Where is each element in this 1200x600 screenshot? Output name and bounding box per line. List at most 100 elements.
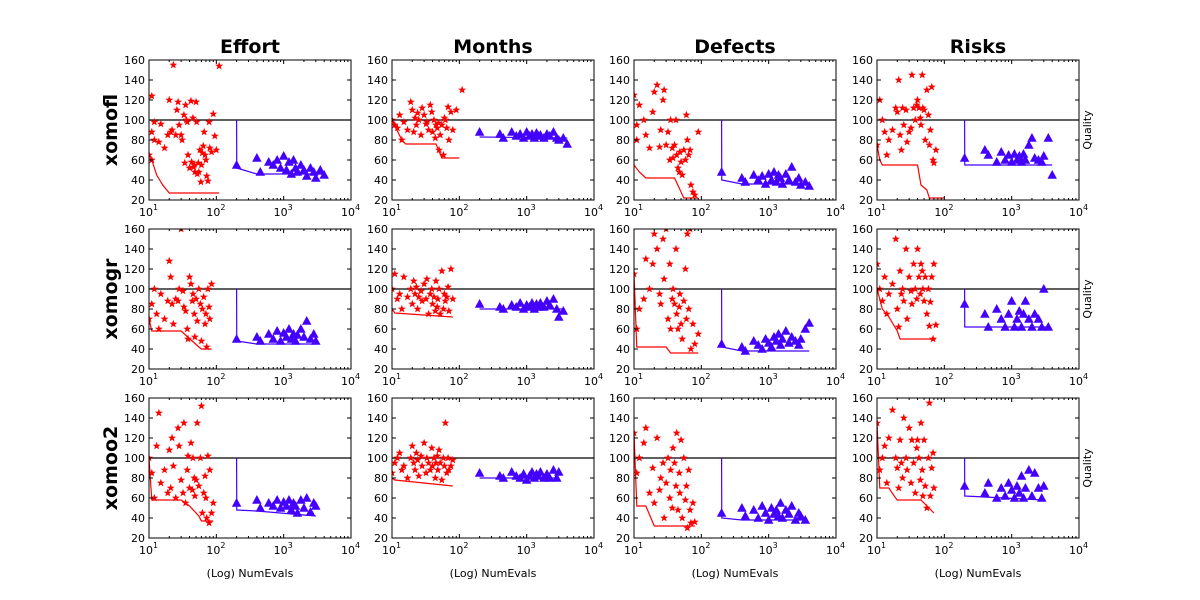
red-star-point <box>655 485 664 494</box>
x-tick-label: 10 <box>449 544 463 557</box>
red-star-point <box>433 302 442 311</box>
red-star-point <box>894 322 903 331</box>
x-tick-label: 10 <box>691 206 705 219</box>
red-star-point <box>931 320 940 329</box>
red-star-point <box>185 272 194 281</box>
blue-triangle-point <box>777 179 788 188</box>
x-tick-label: 10 <box>449 206 463 219</box>
x-tick-label: 10 <box>1002 544 1016 557</box>
red-star-point <box>922 503 931 512</box>
red-star-point <box>929 483 938 492</box>
blue-triangle-point <box>1016 322 1027 331</box>
blue-min-line <box>720 457 806 521</box>
y-tick-label: 20 <box>859 532 873 545</box>
red-star-point <box>403 473 412 482</box>
y-tick-label: 160 <box>367 54 388 67</box>
y-tick-label: 40 <box>131 343 145 356</box>
blue-triangle-point <box>231 334 242 343</box>
y-tick-label: 100 <box>609 283 630 296</box>
blue-triangle-point <box>1018 493 1029 502</box>
red-star-point <box>888 405 897 414</box>
red-star-point <box>205 302 214 311</box>
red-star-point <box>201 155 210 164</box>
red-star-point <box>641 423 650 432</box>
red-star-point <box>179 418 188 427</box>
blue-triangle-point <box>263 329 274 338</box>
red-star-point <box>653 244 662 253</box>
y-tick-label: 20 <box>859 194 873 207</box>
blue-triangle-point <box>284 324 294 333</box>
blue-triangle-point <box>1039 284 1049 293</box>
y-tick-label: 60 <box>616 323 630 336</box>
blue-triangle-point <box>748 336 759 345</box>
red-star-point <box>446 264 455 273</box>
red-star-point <box>678 170 687 179</box>
red-star-point <box>648 107 657 116</box>
blue-triangle-point <box>301 171 312 180</box>
red-star-point <box>166 272 175 281</box>
blue-triangle-point <box>268 160 278 169</box>
red-star-point <box>414 115 423 124</box>
red-star-point <box>181 306 190 315</box>
red-star-point <box>392 269 399 278</box>
red-star-point <box>679 453 688 462</box>
blue-triangle-point <box>1003 478 1014 487</box>
red-min-line <box>877 422 935 514</box>
red-star-point <box>199 488 208 497</box>
blue-triangle-point <box>268 334 278 343</box>
red-star-point <box>635 453 644 462</box>
y-tick-label: 140 <box>852 412 873 425</box>
red-star-point <box>198 508 207 517</box>
red-star-point <box>199 141 208 150</box>
red-star-point <box>414 471 423 480</box>
red-star-point <box>907 123 916 132</box>
x-tick-exponent: 4 <box>355 541 360 550</box>
red-star-point <box>660 513 669 522</box>
red-star-point <box>458 85 467 94</box>
red-star-point <box>899 120 908 129</box>
red-star-point <box>422 468 431 477</box>
red-star-point <box>408 299 417 308</box>
red-min-line <box>392 477 453 487</box>
y-tick-label: 80 <box>859 134 873 147</box>
red-star-point <box>639 115 648 124</box>
blue-triangle-point <box>983 478 994 487</box>
y-tick-label: 140 <box>124 74 145 87</box>
x-tick-label: 10 <box>382 206 396 219</box>
blue-triangle-point <box>777 513 788 522</box>
red-star-point <box>409 276 418 285</box>
blue-triangle-point <box>796 511 806 520</box>
red-star-point <box>675 167 684 176</box>
red-star-point <box>924 453 933 462</box>
blue-triangle-point <box>980 488 990 497</box>
y-tick-label: 20 <box>616 532 630 545</box>
red-star-point <box>188 289 197 298</box>
red-star-point <box>195 145 204 154</box>
red-star-point <box>406 453 415 462</box>
x-tick-exponent: 4 <box>355 372 360 381</box>
y-tick-label: 100 <box>852 452 873 465</box>
blue-triangle-point <box>716 167 727 176</box>
red-star-point <box>670 299 679 308</box>
red-star-point <box>431 473 440 482</box>
red-star-point <box>926 491 935 500</box>
x-tick-exponent: 2 <box>463 372 468 381</box>
blue-triangle-point <box>474 127 485 136</box>
blue-triangle-point <box>281 501 292 510</box>
blue-triangle-point <box>272 495 282 504</box>
y-tick-label: 100 <box>124 283 145 296</box>
red-star-point <box>682 314 691 323</box>
red-star-point <box>634 269 638 278</box>
blue-triangle-point <box>263 498 274 507</box>
red-star-point <box>420 279 429 288</box>
blue-triangle-point <box>299 503 309 512</box>
x-tick-exponent: 2 <box>220 203 225 212</box>
red-star-point <box>168 299 177 308</box>
y-tick-label: 140 <box>852 74 873 87</box>
red-star-point <box>673 163 682 172</box>
red-star-point <box>650 229 659 238</box>
red-star-point <box>683 135 692 144</box>
blue-triangle-point <box>1009 493 1020 502</box>
x-tick-exponent: 3 <box>1016 203 1021 212</box>
blue-triangle-point <box>292 330 303 339</box>
